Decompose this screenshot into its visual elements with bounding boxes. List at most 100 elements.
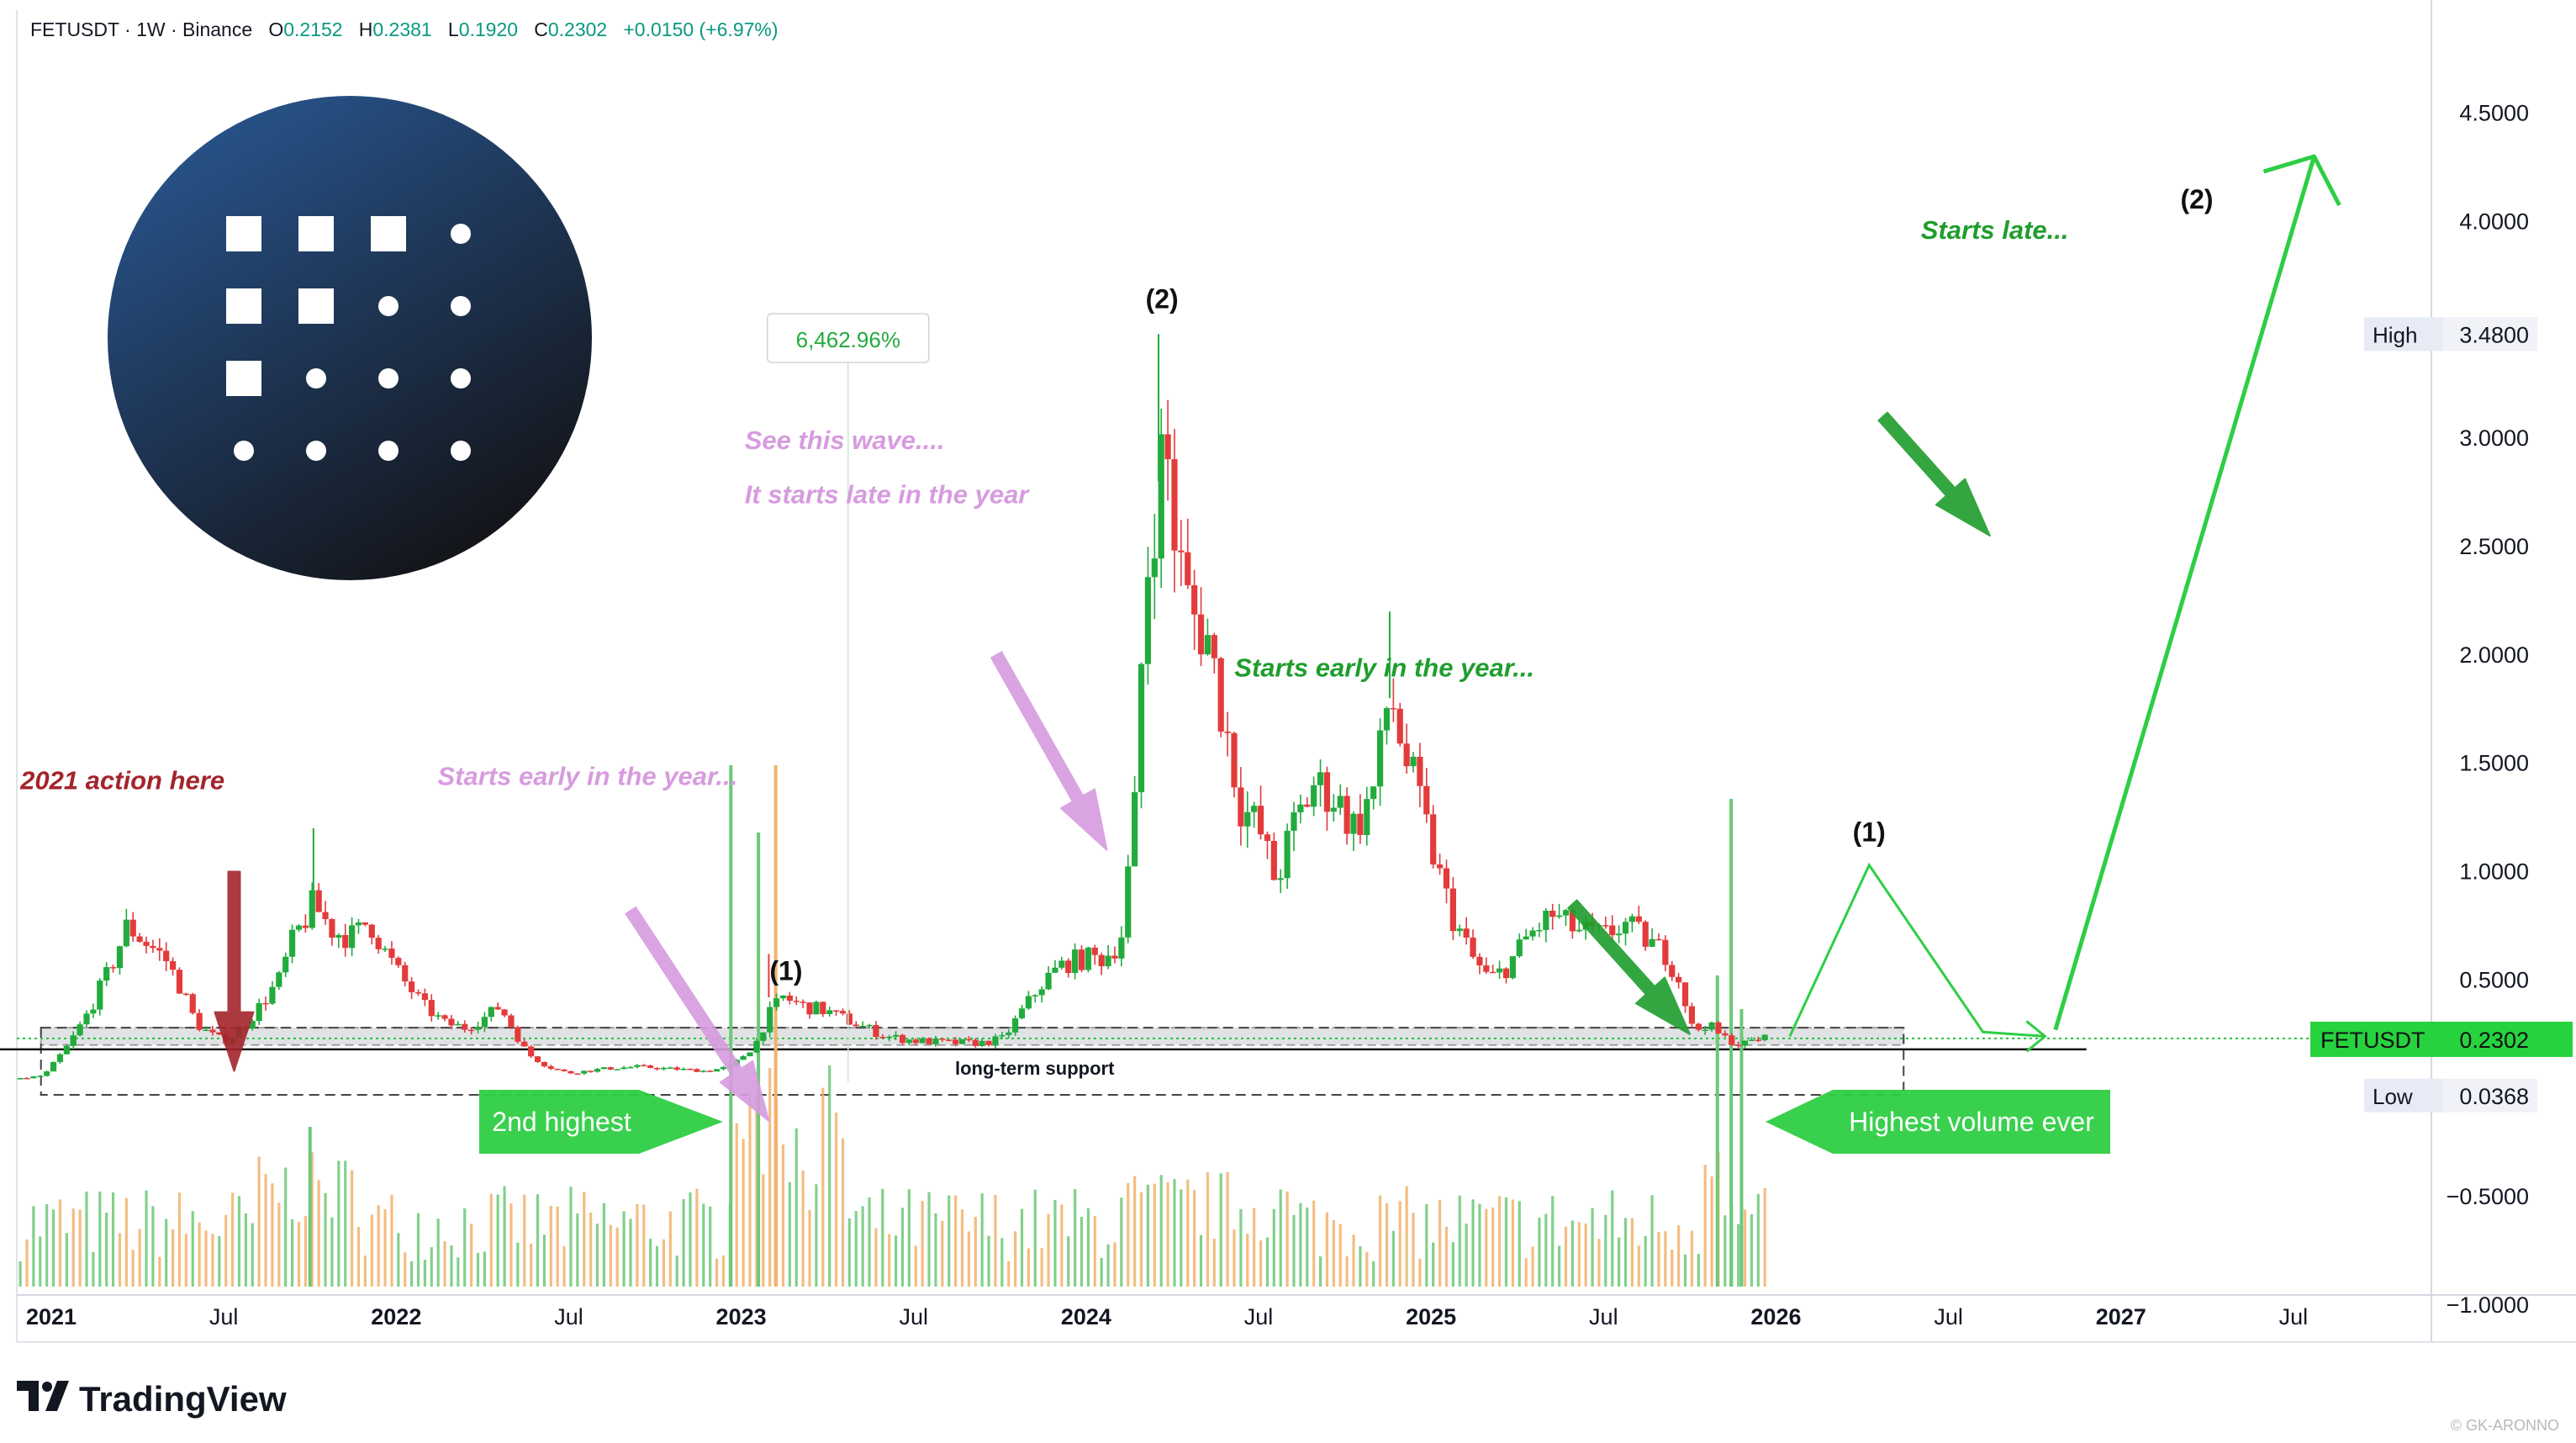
candle-body <box>747 1052 753 1057</box>
arrow-late-green <box>1877 411 1991 537</box>
candle-body <box>793 1001 800 1002</box>
logo-dot <box>451 441 471 461</box>
volume-bar <box>841 1138 845 1287</box>
candle-body <box>1390 708 1396 710</box>
annotation-late_green: Starts late... <box>1921 215 2069 245</box>
volume-bar <box>980 1193 984 1287</box>
volume-bar <box>861 1206 864 1287</box>
volume-bar <box>430 1247 433 1287</box>
candle-body <box>421 993 428 1001</box>
volume-bar <box>18 1261 22 1287</box>
volume-bar <box>224 1214 228 1287</box>
candle-body <box>501 1009 508 1016</box>
candle-body <box>1543 911 1549 930</box>
volume-bar <box>1444 1226 1449 1287</box>
candle-body <box>779 995 787 999</box>
volume-bar <box>834 1113 838 1287</box>
low-value: 0.1920 <box>458 18 519 40</box>
candle-body <box>288 929 296 957</box>
volume-bar <box>118 1233 122 1287</box>
candle-body <box>653 1067 661 1070</box>
volume-bar <box>390 1194 393 1287</box>
projection-wave-1 <box>1788 862 2045 1038</box>
logo-square <box>298 216 334 251</box>
volume-bar <box>1093 1216 1096 1287</box>
volume-bar <box>1623 1218 1628 1287</box>
volume-bar <box>715 1258 719 1287</box>
time-tick-label: 2026 <box>1750 1304 1801 1329</box>
volume-bar <box>1611 1190 1614 1287</box>
volume-bar <box>397 1233 400 1287</box>
candle-body <box>129 919 136 937</box>
candle-body <box>1091 947 1098 955</box>
volume-bar <box>290 1219 294 1287</box>
volume-bar <box>854 1211 858 1287</box>
candle-body <box>462 1023 468 1030</box>
candle-body <box>1343 796 1350 834</box>
volume-bar <box>32 1206 35 1287</box>
arrow-early-pink <box>625 906 770 1122</box>
candle-body <box>620 1067 627 1070</box>
volume-bar <box>324 1192 327 1287</box>
candle-body <box>1264 834 1271 841</box>
candle-body <box>1443 868 1450 889</box>
candle-body <box>269 986 276 1004</box>
volume-bar <box>251 1223 254 1287</box>
candle-body <box>1211 635 1217 658</box>
logo-square <box>226 288 261 324</box>
volume-bar <box>689 1192 692 1287</box>
price-tick-label: 1.5000 <box>2459 751 2529 776</box>
volume-bar <box>1074 1189 1077 1287</box>
candle-body <box>30 1076 37 1079</box>
support-zone <box>40 1027 1905 1046</box>
candle-body <box>1430 814 1437 865</box>
volume-bar <box>1391 1230 1395 1287</box>
candle-body <box>1164 434 1171 460</box>
candle-body <box>515 1027 521 1042</box>
candle-body <box>832 1010 840 1012</box>
current-price-tag-bg <box>2310 1021 2573 1057</box>
candle-body <box>1463 928 1470 938</box>
volume-bar <box>51 1209 55 1287</box>
volume-bar <box>1690 1230 1694 1287</box>
candle-body <box>1476 956 1483 966</box>
volume-bar <box>45 1204 49 1287</box>
candle-body <box>1224 731 1231 733</box>
candle-body <box>315 890 322 912</box>
volume-bar <box>271 1183 274 1287</box>
candle-body <box>116 946 124 969</box>
volume-bar <box>131 1250 135 1287</box>
volume-bar <box>815 1184 818 1287</box>
volume-bar <box>828 1065 831 1287</box>
volume-bar <box>948 1195 951 1287</box>
volume-bar <box>1272 1208 1275 1287</box>
candle-body <box>1722 1033 1729 1036</box>
candle-body <box>1144 577 1152 664</box>
volume-bar <box>337 1160 340 1287</box>
volume-bar <box>1053 1199 1057 1287</box>
candle-body <box>985 1040 992 1045</box>
candle-body <box>1628 916 1635 922</box>
candle-body <box>63 1045 70 1054</box>
volume-bar <box>894 1235 898 1287</box>
author-credit: © GK-ARONNO <box>2450 1417 2559 1434</box>
candle-body <box>1270 840 1277 880</box>
volume-bar <box>363 1255 367 1287</box>
candle-body <box>1311 785 1317 807</box>
candle-body <box>1025 996 1032 1009</box>
price-tick-label: −1.0000 <box>2447 1292 2529 1318</box>
volume-bar <box>1597 1239 1601 1287</box>
volume-bar <box>211 1234 214 1287</box>
measure-box <box>767 313 930 363</box>
logo-square <box>226 216 261 251</box>
time-tick-label: Jul <box>1589 1304 1618 1329</box>
candle-body <box>992 1036 999 1045</box>
volume-bar <box>1518 1201 1521 1287</box>
low-price-tag-value: 0.0368 <box>2459 1084 2529 1109</box>
volume-bar <box>1000 1238 1004 1287</box>
volume-bar <box>562 1246 566 1287</box>
candle-body <box>402 965 409 982</box>
candle-body <box>468 1029 475 1032</box>
volume-bar <box>1650 1195 1654 1287</box>
